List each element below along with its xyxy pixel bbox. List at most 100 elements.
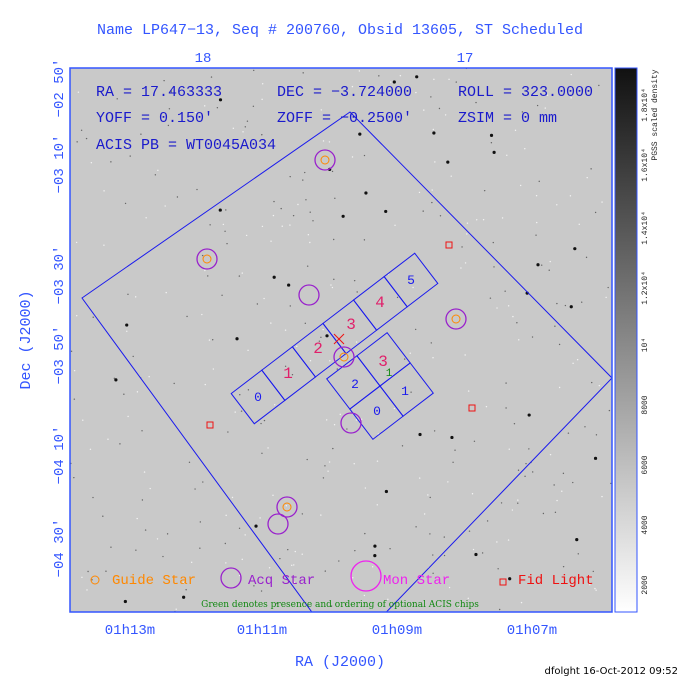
star-dot (605, 296, 607, 299)
legend-acq: Acq Star (248, 573, 315, 589)
star-dot (136, 517, 138, 520)
star-dot (373, 544, 377, 548)
star-dot (341, 214, 345, 218)
star-dot (353, 463, 355, 465)
star-dot (154, 174, 157, 176)
star-dot (240, 410, 243, 412)
star-dot (227, 431, 229, 433)
info-yoff: YOFF = 0.150' (96, 110, 213, 127)
star-dot (508, 577, 512, 581)
top-label: 17 (457, 51, 474, 67)
star-dot (490, 142, 493, 144)
star-dot (291, 564, 293, 567)
star-dot (111, 91, 113, 94)
guide-star (339, 352, 349, 362)
star-dot (73, 398, 76, 400)
star-dot (351, 85, 354, 88)
star-dot (389, 547, 391, 550)
star-dot (418, 477, 421, 479)
star-dot (492, 241, 494, 244)
star-dot (542, 512, 545, 515)
star-dot (296, 345, 298, 347)
star-dot (592, 570, 594, 573)
acq-star (298, 284, 320, 306)
star-dot (505, 382, 507, 384)
star-dot (309, 360, 312, 362)
star-dot (594, 211, 597, 214)
sky-image (70, 68, 612, 612)
star-dot (485, 405, 488, 408)
star-dot (513, 423, 516, 425)
star-dot (351, 156, 354, 158)
star-dot (259, 517, 261, 519)
star-dot (569, 305, 573, 309)
star-dot (492, 150, 496, 154)
star-dot (124, 202, 127, 205)
fid-light (468, 404, 476, 412)
star-dot (467, 390, 470, 392)
star-dot (173, 382, 175, 385)
star-dot (483, 189, 486, 192)
star-dot (558, 386, 561, 389)
star-dot (535, 234, 537, 236)
star-dot (322, 477, 325, 479)
star-dot (507, 539, 510, 541)
star-dot (472, 548, 475, 551)
star-dot (136, 391, 139, 393)
acq-star (445, 308, 467, 330)
star-dot (431, 201, 433, 204)
star-dot (517, 499, 519, 501)
star-dot (498, 608, 501, 611)
star-dot (384, 209, 388, 214)
star-dot (244, 534, 246, 536)
chip-label: 1 (283, 365, 293, 383)
star-dot (126, 145, 129, 147)
star-dot (540, 264, 543, 266)
star-dot (284, 329, 287, 331)
star-dot (573, 247, 577, 251)
star-dot (531, 336, 534, 338)
star-dot (353, 279, 356, 282)
colorbar-label: 1.8x10⁴ (641, 88, 650, 122)
star-dot (360, 418, 363, 420)
star-dot (123, 599, 127, 604)
chip-label: 2 (313, 340, 323, 358)
star-dot (238, 574, 241, 577)
star-dot (486, 520, 489, 522)
x-label: 01h09m (372, 623, 422, 639)
star-dot (70, 350, 73, 353)
star-dot (324, 570, 326, 572)
star-dot (87, 570, 89, 573)
star-dot (309, 211, 311, 213)
star-dot (376, 504, 378, 506)
star-dot (476, 219, 478, 221)
star-dot (423, 513, 426, 515)
star-dot (358, 70, 361, 72)
star-dot (231, 496, 234, 499)
star-dot (329, 360, 331, 362)
star-dot (256, 303, 259, 305)
star-dot (608, 409, 611, 412)
star-dot (333, 278, 335, 281)
colorbar-labels: 2000 4000 6000 8000 10⁴ 1.2x10⁴ 1.4x10⁴ … (641, 69, 660, 594)
star-dot (511, 509, 514, 511)
star-dot (354, 549, 356, 552)
star-dot (232, 127, 235, 130)
star-dot (567, 432, 570, 434)
star-dot (607, 286, 609, 289)
x-label: 01h13m (105, 623, 155, 639)
star-dot (554, 325, 556, 327)
star-dot (145, 217, 147, 219)
star-dot (439, 215, 442, 217)
star-dot (110, 546, 112, 548)
y-label: −02 50' (52, 59, 68, 118)
star-dot (209, 224, 211, 226)
star-dot (455, 81, 457, 83)
star-dot (464, 354, 466, 356)
star-dot (175, 608, 177, 610)
x-label: 01h11m (237, 623, 287, 639)
star-dot (190, 561, 193, 564)
star-dot (507, 305, 510, 307)
fid-light (206, 421, 214, 429)
star-dot (73, 369, 76, 372)
